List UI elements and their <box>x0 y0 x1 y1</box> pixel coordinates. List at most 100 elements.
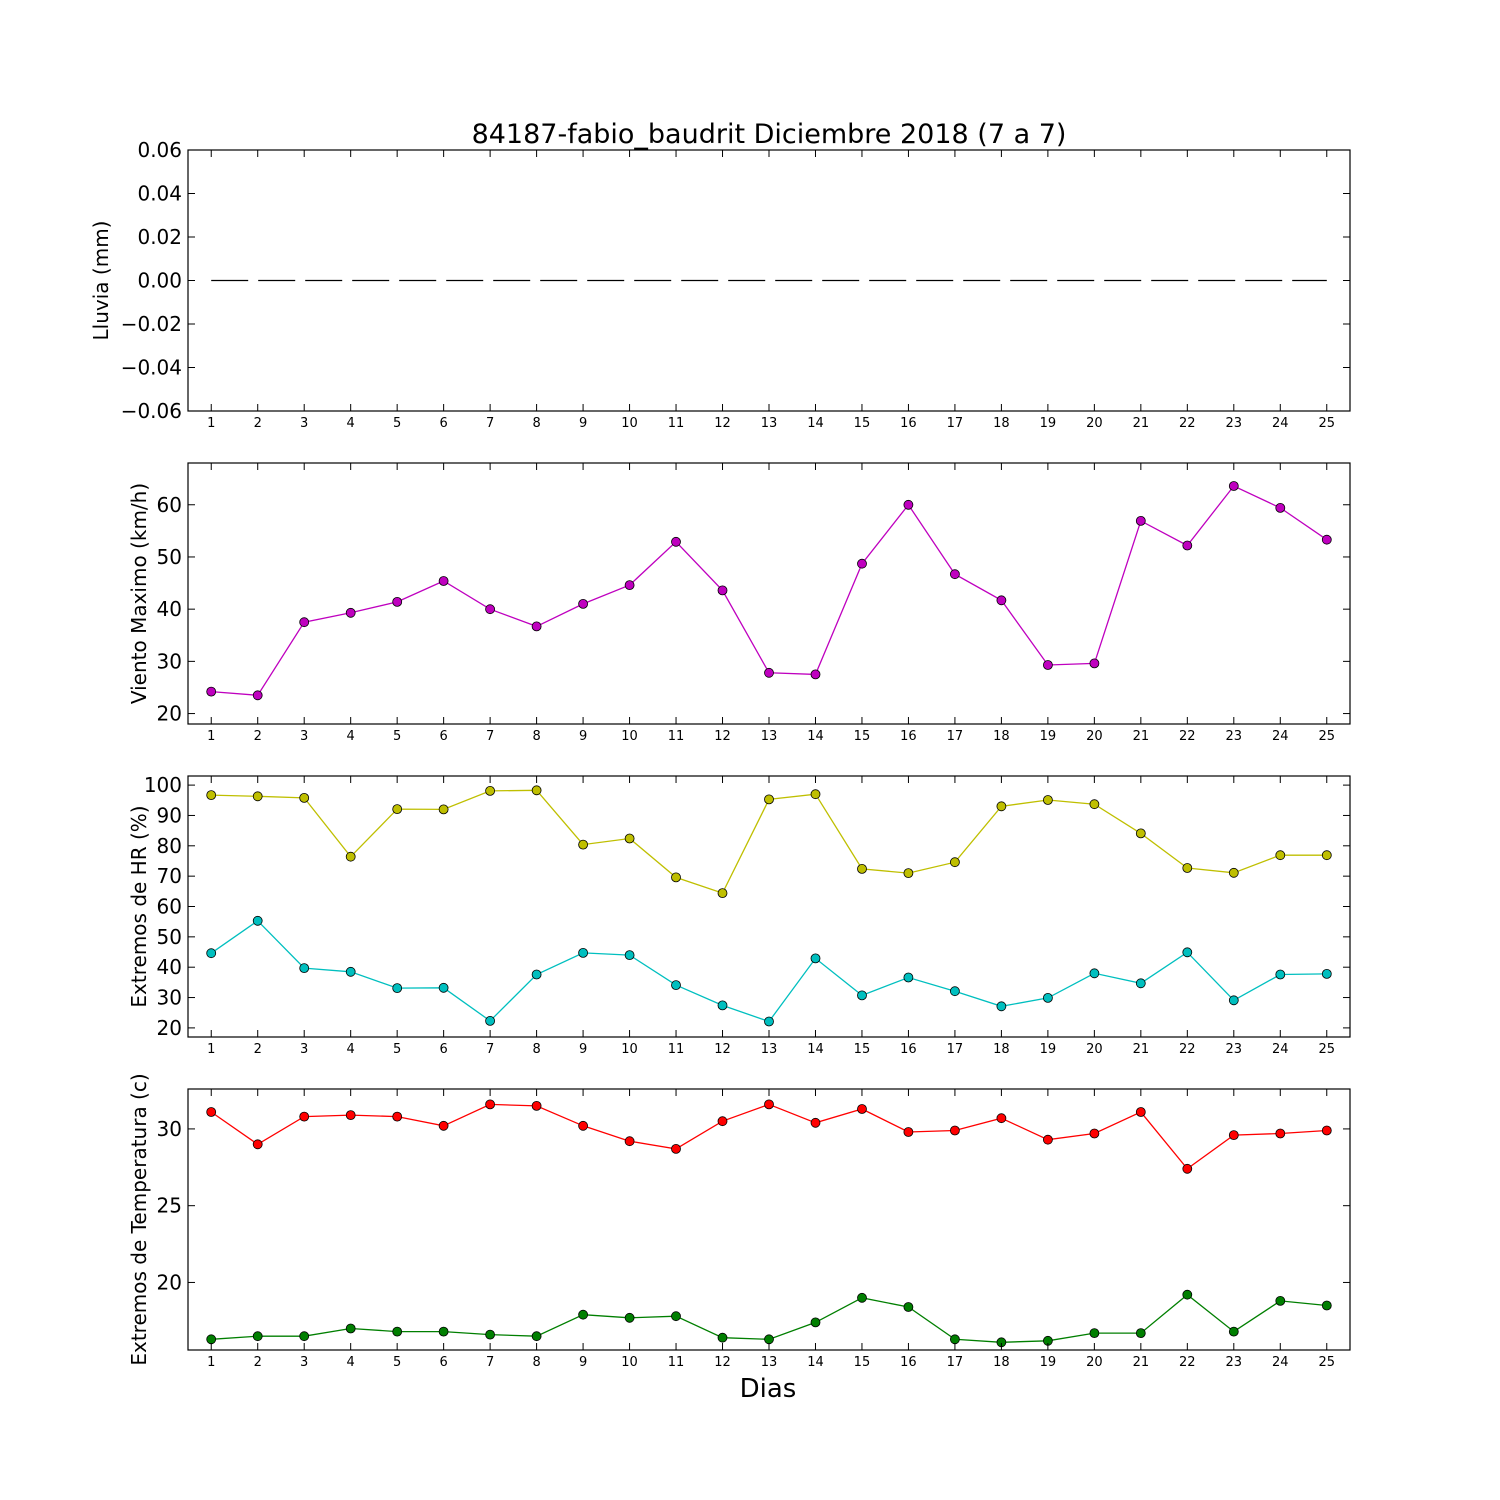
data-point <box>1043 795 1053 805</box>
data-point <box>1043 660 1053 670</box>
data-point <box>996 595 1007 606</box>
data-point <box>764 1099 774 1110</box>
data-point <box>717 585 728 596</box>
x-tick-label: 25 <box>1318 416 1335 431</box>
x-tick-label: 22 <box>1179 1042 1196 1057</box>
data-point <box>1043 1134 1053 1145</box>
data-point <box>531 785 542 796</box>
data-point <box>857 558 867 569</box>
x-tick-label: 14 <box>807 1042 824 1057</box>
y-tick-label: 40 <box>157 597 182 621</box>
data-point <box>1228 1326 1239 1337</box>
x-tick-label: 19 <box>1040 1355 1057 1370</box>
x-tick-label: 5 <box>393 416 401 431</box>
data-point <box>1135 516 1146 526</box>
y-tick-label: 60 <box>157 493 182 517</box>
data-point <box>996 801 1007 812</box>
x-tick-label: 13 <box>761 1042 778 1057</box>
x-tick-label: 25 <box>1318 729 1335 744</box>
x-tick-label: 9 <box>579 1042 587 1057</box>
y-tick-label: 100 <box>144 773 182 797</box>
data-point <box>345 851 356 862</box>
data-point <box>578 1309 588 1320</box>
x-tick-label: 8 <box>532 1355 540 1370</box>
x-tick-label: 6 <box>439 729 447 744</box>
data-point <box>996 1113 1007 1124</box>
data-point <box>1182 1163 1193 1174</box>
y-tick-label: 50 <box>157 925 182 949</box>
x-tick-label: 7 <box>486 416 494 431</box>
axes-frame <box>187 462 1351 725</box>
x-tick-label: 7 <box>486 729 494 744</box>
x-tick-label: 3 <box>300 416 308 431</box>
data-point <box>671 872 681 883</box>
data-point <box>531 1101 542 1111</box>
data-point <box>345 607 356 618</box>
data-point <box>578 599 588 609</box>
data-point <box>578 1120 588 1131</box>
data-point <box>671 1144 681 1154</box>
data-point <box>903 868 914 878</box>
data-point <box>950 569 960 580</box>
chart-title: 84187-fabio_baudrit Diciembre 2018 (7 a … <box>472 119 1067 150</box>
data-point <box>1228 995 1239 1006</box>
data-point <box>950 1334 960 1345</box>
data-point <box>1228 867 1239 878</box>
y-tick-label: 20 <box>157 1016 182 1040</box>
y-tick-label: 0.02 <box>137 225 182 249</box>
x-tick-label: 4 <box>347 1042 355 1057</box>
x-tick-label: 11 <box>668 729 685 744</box>
data-point <box>438 1120 449 1131</box>
data-point <box>1182 947 1193 958</box>
x-tick-label: 19 <box>1040 1042 1057 1057</box>
data-point <box>624 1312 635 1323</box>
x-tick-label: 20 <box>1086 1042 1103 1057</box>
data-point <box>299 617 310 628</box>
data-point <box>438 804 449 815</box>
x-tick-label: 2 <box>254 729 262 744</box>
data-point <box>1182 540 1193 551</box>
x-tick-label: 13 <box>761 729 778 744</box>
y-tick-label: −0.02 <box>121 312 182 336</box>
data-point <box>671 1311 681 1322</box>
data-point <box>1135 1328 1146 1338</box>
data-point <box>438 1326 449 1337</box>
data-point <box>1321 1125 1332 1136</box>
x-tick-label: 14 <box>807 729 824 744</box>
data-point <box>810 1117 821 1128</box>
x-tick-label: 1 <box>207 416 215 431</box>
x-tick-label: 15 <box>854 416 871 431</box>
y-tick-label: 70 <box>157 864 182 888</box>
data-point <box>1089 1128 1100 1139</box>
y-tick-label: 0.06 <box>137 138 182 162</box>
data-point <box>717 1332 728 1343</box>
data-point <box>206 1107 217 1117</box>
x-tick-label: 10 <box>621 1042 638 1057</box>
x-tick-label: 11 <box>668 1042 685 1057</box>
x-tick-label: 5 <box>393 1042 401 1057</box>
x-tick-label: 7 <box>486 1355 494 1370</box>
data-point <box>717 888 728 898</box>
x-tick-label: 2 <box>254 416 262 431</box>
data-point <box>810 789 821 800</box>
data-point <box>996 1001 1007 1012</box>
data-point <box>903 1302 914 1312</box>
x-tick-label: 8 <box>532 416 540 431</box>
x-tick-label: 12 <box>714 1042 731 1057</box>
x-tick-label: 25 <box>1318 1042 1335 1057</box>
data-point <box>578 839 588 850</box>
data-point <box>764 1016 774 1027</box>
y-tick-label: −0.04 <box>121 356 182 380</box>
data-point <box>671 536 681 547</box>
x-tick-label: 23 <box>1226 416 1243 431</box>
series-line-4-1 <box>210 1103 1327 1170</box>
data-point <box>1321 1300 1332 1311</box>
x-tick-label: 24 <box>1272 729 1289 744</box>
y-tick-label: 80 <box>157 834 182 858</box>
data-point <box>206 790 217 800</box>
data-point <box>485 604 496 615</box>
y-tick-label: 30 <box>157 986 182 1010</box>
